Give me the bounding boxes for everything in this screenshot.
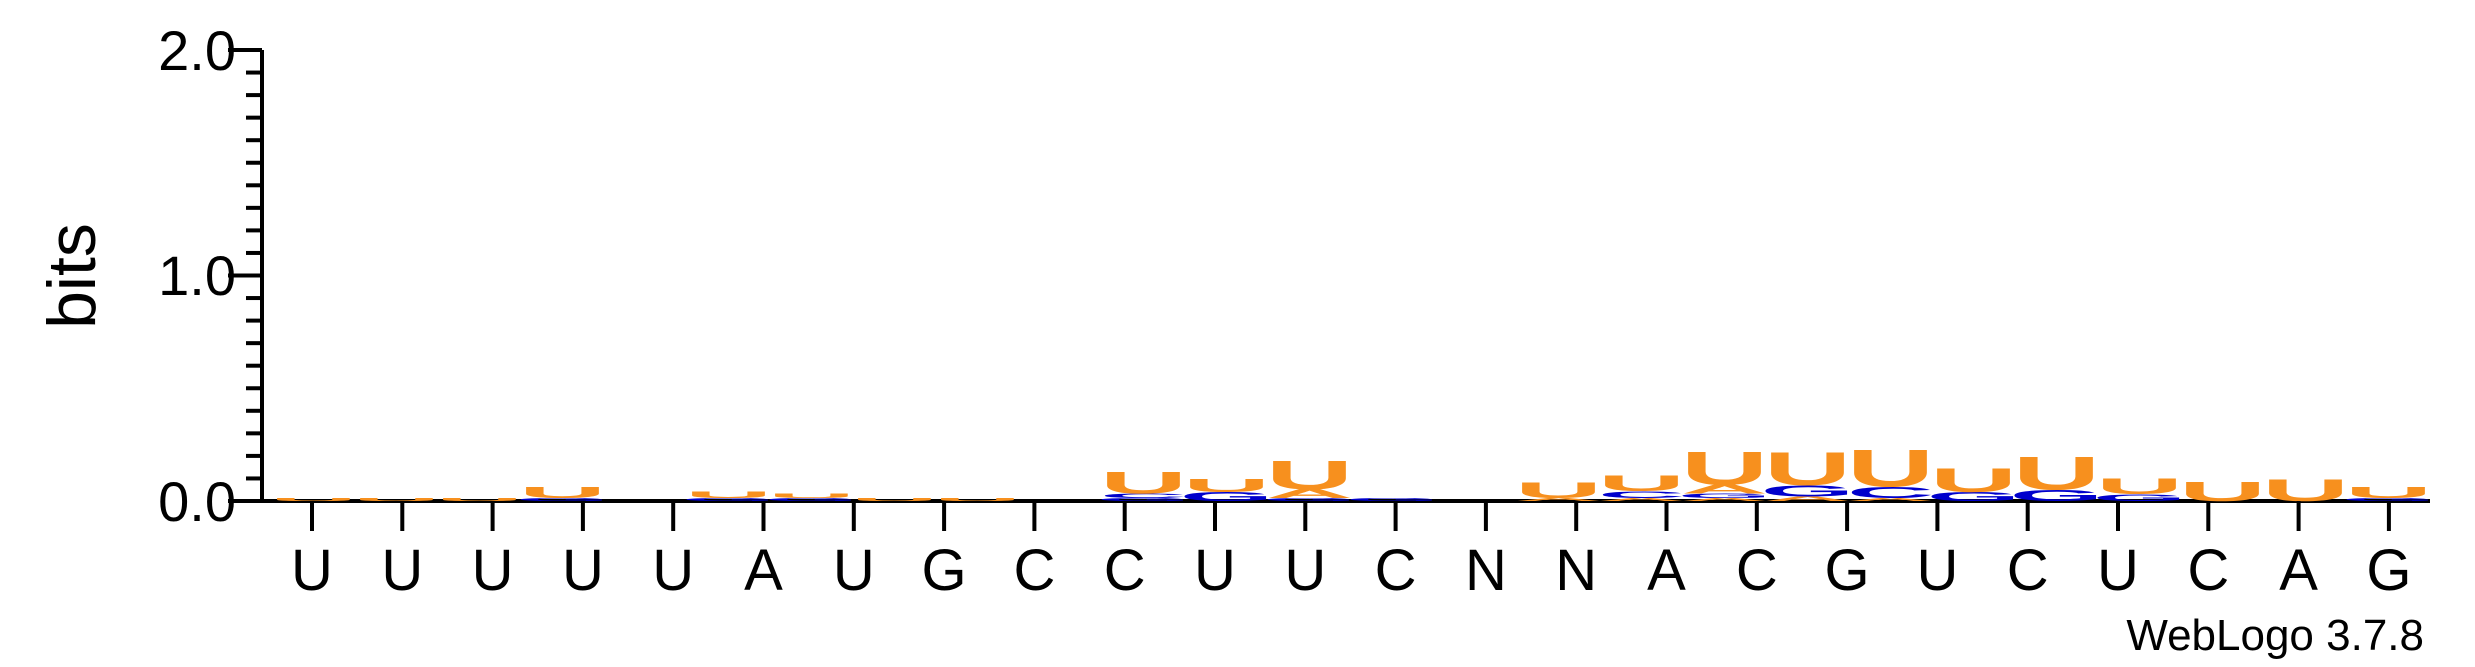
y-tick-labels: 0.0 1.0 2.0 <box>158 19 236 533</box>
logo-glyph-a: A <box>1681 497 1768 502</box>
logo-glyph-u: U <box>1100 465 1187 500</box>
logo-glyph-g: G <box>1760 483 1854 500</box>
x-ticks <box>310 501 2391 531</box>
logo-glyph-a: A <box>1847 497 1934 502</box>
logo-glyph-g: G <box>515 497 609 502</box>
x-tick-label: N <box>1555 538 1597 603</box>
logo-glyph-u: U <box>685 490 772 501</box>
logo-glyph-u: U <box>1266 452 1353 498</box>
logo-glyph-g: G <box>2341 497 2435 502</box>
x-tick-label: U <box>291 538 333 603</box>
x-tick-label: G <box>922 538 967 603</box>
x-tick-label: U <box>562 538 604 603</box>
x-tick-label: C <box>1736 538 1778 603</box>
logo-glyph-g: G <box>1096 497 1190 502</box>
logo-glyph-g: G <box>2009 487 2103 504</box>
logo-glyph-c: C <box>1847 484 1934 501</box>
logo-glyph-a: A <box>1764 495 1851 502</box>
logo-glyph-u: U <box>934 497 1021 502</box>
logo-glyph-u: U <box>1930 461 2017 500</box>
logo-glyph-u: U <box>436 497 523 502</box>
logo-glyph-u: U <box>851 497 938 502</box>
logo-glyph-u: U <box>2179 475 2266 507</box>
logo-glyph-g: G <box>1926 490 2020 504</box>
y-ticks <box>228 48 262 503</box>
logo-glyph-u: U <box>2096 475 2183 499</box>
x-tick-label: G <box>2366 538 2411 603</box>
logo-glyph-u: U <box>768 492 855 499</box>
logo-glyph-u: U <box>519 484 606 501</box>
logo-glyph-u: U <box>1764 443 1851 495</box>
ytick-label-1: 1.0 <box>158 244 236 307</box>
x-tick-label: U <box>652 538 694 603</box>
logo-glyph-g: G <box>1345 497 1439 502</box>
x-tick-label: A <box>744 538 783 603</box>
logo-glyph-u: U <box>2262 473 2349 508</box>
x-tick-label: C <box>1104 538 1146 603</box>
y-axis-label: bits <box>34 223 110 329</box>
logo-glyph-a: A <box>1266 487 1353 501</box>
logo-glyph-u: U <box>1598 472 1685 496</box>
logo-glyph-g: G <box>681 497 775 502</box>
logo-glyph-g: G <box>1179 490 1273 504</box>
logo-glyph-u: U <box>2345 484 2432 501</box>
y-axis <box>260 50 2430 503</box>
x-tick-label: C <box>1375 538 1417 603</box>
logo-glyph-u: U <box>1681 442 1768 494</box>
x-tick-label: U <box>833 538 875 603</box>
x-tick-label: U <box>1916 538 1958 603</box>
logo-glyph-u: U <box>2013 448 2100 500</box>
ytick-label-0: 0.0 <box>158 470 236 533</box>
logo-glyph-g: G <box>764 497 858 502</box>
ytick-label-2: 2.0 <box>158 19 236 82</box>
x-tick-label: U <box>472 538 514 603</box>
logo-glyph-u: U <box>353 497 440 502</box>
x-tick-label: U <box>2097 538 2139 603</box>
x-tick-label: U <box>1194 538 1236 603</box>
x-tick-label: A <box>1647 538 1686 603</box>
logo-glyph-g: G <box>1677 492 1771 499</box>
logo-glyph-u: U <box>270 497 357 502</box>
logo-glyph-a: A <box>1598 497 1685 502</box>
logo-glyph-u: U <box>1515 478 1602 502</box>
x-tick-label: C <box>2007 538 2049 603</box>
logo-glyph-u: U <box>1183 475 1270 496</box>
x-tick-label: U <box>381 538 423 603</box>
logo-glyph-g: G <box>2092 493 2186 504</box>
logo-glyph-u: U <box>1847 438 1934 498</box>
x-tick-label: N <box>1465 538 1507 603</box>
x-tick-label: C <box>1013 538 1055 603</box>
x-tick-label: A <box>2279 538 2318 603</box>
footer-version: WebLogo 3.7.8 <box>2126 611 2424 660</box>
x-tick-label: G <box>1825 538 1870 603</box>
logo-glyph-a: A <box>1681 482 1768 496</box>
logo-glyph-c: C <box>1100 492 1187 499</box>
logo-glyph-c: C <box>1598 490 1685 501</box>
x-tick-label: U <box>1284 538 1326 603</box>
x-tick-label: C <box>2187 538 2229 603</box>
logo-glyph-a: A <box>1515 497 1602 502</box>
logo-glyph-g: G <box>1262 497 1356 502</box>
